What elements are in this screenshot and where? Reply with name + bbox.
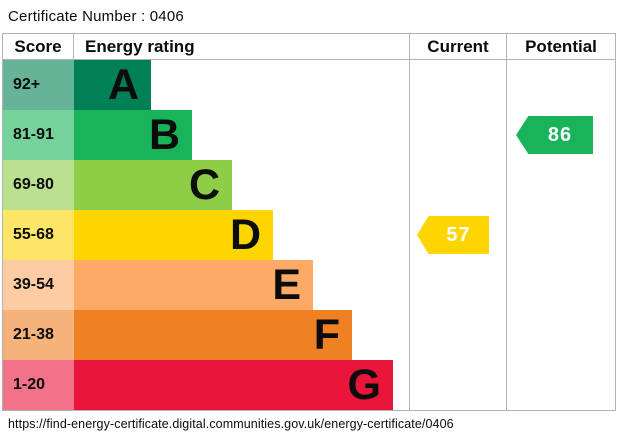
potential-rating-value: 86 bbox=[547, 123, 573, 146]
current-column-cell bbox=[409, 260, 506, 310]
potential-column-cell bbox=[506, 210, 615, 260]
band-bar-track: D bbox=[74, 210, 409, 260]
band-bar-track: B bbox=[74, 110, 409, 160]
band-bar-b: B bbox=[74, 110, 192, 160]
band-bar-track: A bbox=[74, 60, 409, 110]
current-column-cell bbox=[409, 310, 506, 360]
current-column-cell bbox=[409, 60, 506, 110]
band-score-label: 69-80 bbox=[3, 160, 74, 210]
certificate-number-title: Certificate Number : 0406 bbox=[8, 8, 184, 25]
band-bar-g: G bbox=[74, 360, 393, 410]
potential-column-cell bbox=[506, 360, 615, 410]
band-letter: A bbox=[107, 60, 139, 109]
band-bar-a: A bbox=[74, 60, 151, 110]
current-rating-value: 57 bbox=[446, 223, 471, 246]
epc-rating-table: Score Energy rating Current Potential 92… bbox=[2, 33, 616, 411]
table-header-row: Score Energy rating Current Potential bbox=[3, 34, 615, 60]
band-letter: G bbox=[347, 360, 381, 409]
band-bar-track: C bbox=[74, 160, 409, 210]
column-header-potential: Potential bbox=[506, 34, 615, 59]
band-letter: B bbox=[148, 110, 180, 159]
potential-column-cell bbox=[506, 160, 615, 210]
band-row-b: 81-91 B 86 bbox=[3, 110, 615, 160]
band-row-e: 39-54 E bbox=[3, 260, 615, 310]
band-row-a: 92+ A bbox=[3, 60, 615, 110]
current-column-cell bbox=[409, 110, 506, 160]
band-score-label: 1-20 bbox=[3, 360, 74, 410]
band-score-label: 39-54 bbox=[3, 260, 74, 310]
band-letter: F bbox=[313, 310, 340, 359]
band-bar-f: F bbox=[74, 310, 352, 360]
column-header-energy-rating: Energy rating bbox=[85, 36, 195, 56]
column-header-current: Current bbox=[409, 34, 506, 59]
band-letter: C bbox=[188, 160, 220, 209]
potential-column-cell bbox=[506, 310, 615, 360]
band-bar-d: D bbox=[74, 210, 273, 260]
certificate-url: https://find-energy-certificate.digital.… bbox=[8, 417, 454, 431]
current-column-cell bbox=[409, 160, 506, 210]
band-bar-track: G bbox=[74, 360, 409, 410]
band-score-label: 81-91 bbox=[3, 110, 74, 160]
band-bar-track: F bbox=[74, 310, 409, 360]
band-bar-c: C bbox=[74, 160, 232, 210]
band-row-c: 69-80 C bbox=[3, 160, 615, 210]
band-score-label: 92+ bbox=[3, 60, 74, 110]
column-header-score: Score bbox=[3, 34, 74, 59]
potential-column-cell bbox=[506, 260, 615, 310]
band-score-label: 21-38 bbox=[3, 310, 74, 360]
band-row-d: 55-68 D 57 bbox=[3, 210, 615, 260]
band-row-f: 21-38 F bbox=[3, 310, 615, 360]
potential-column-cell: 86 bbox=[506, 110, 615, 160]
band-row-g: 1-20 G bbox=[3, 360, 615, 410]
potential-column-cell bbox=[506, 60, 615, 110]
band-bar-track: E bbox=[74, 260, 409, 310]
band-letter: D bbox=[229, 210, 261, 259]
current-rating-tag: 57 bbox=[417, 216, 489, 254]
current-column-cell: 57 bbox=[409, 210, 506, 260]
potential-rating-tag: 86 bbox=[516, 116, 593, 154]
current-column-cell bbox=[409, 360, 506, 410]
band-bar-e: E bbox=[74, 260, 313, 310]
band-score-label: 55-68 bbox=[3, 210, 74, 260]
band-letter: E bbox=[272, 260, 301, 309]
